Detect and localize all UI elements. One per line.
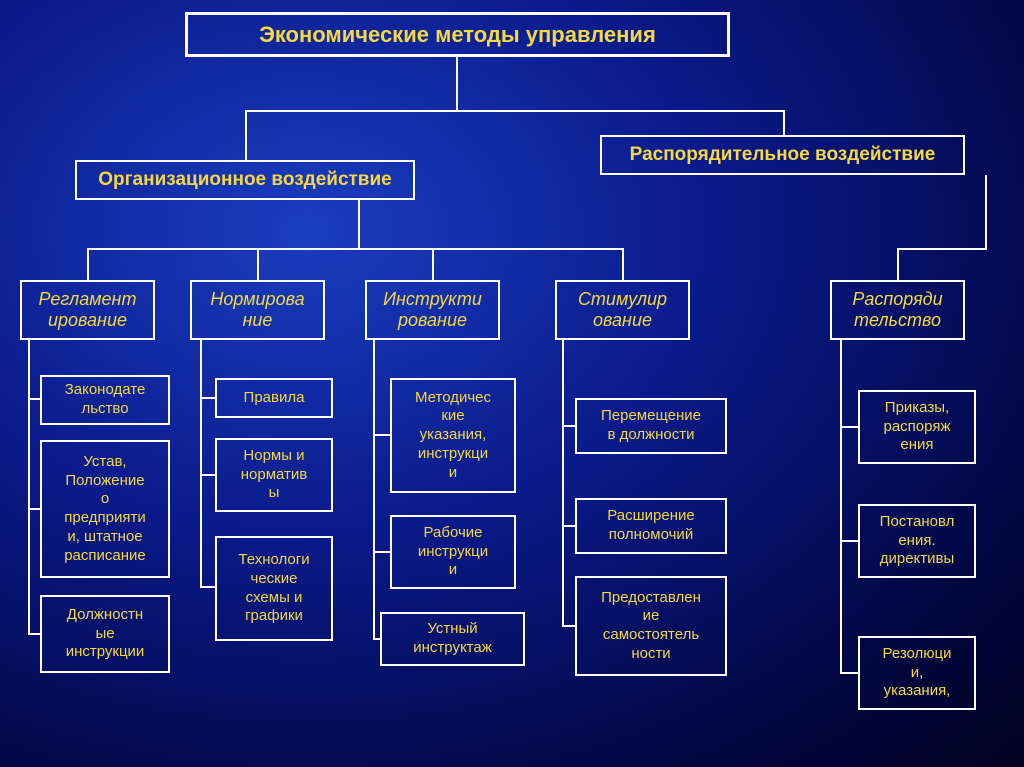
connector [897, 248, 899, 280]
cat-norm: Нормирование [190, 280, 325, 340]
connector [373, 340, 375, 640]
connector [245, 110, 247, 160]
connector [985, 175, 987, 248]
cat-reg: Регламентирование [20, 280, 155, 340]
leaf-stim-2: Предоставлениесамостоятельности [575, 576, 727, 676]
org-box: Организационное воздействие [75, 160, 415, 200]
leaf-norm-1-label: Нормы инормативы [241, 447, 308, 503]
leaf-instr-0: Методическиеуказания,инструкции [390, 378, 516, 493]
title-label: Экономические методы управления [259, 22, 656, 48]
connector [87, 248, 89, 280]
connector [200, 340, 202, 588]
rasp-box: Распорядительное воздействие [600, 135, 965, 175]
connector [783, 110, 785, 135]
leaf-rasptel-0: Приказы,распоряжения [858, 390, 976, 464]
cat-instr-label: Инструктирование [383, 289, 482, 331]
connector [257, 248, 259, 280]
leaf-norm-0: Правила [215, 378, 333, 418]
cat-rasptel-label: Распорядительство [852, 289, 942, 331]
leaf-instr-2: Устныйинструктаж [380, 612, 525, 666]
leaf-reg-0-label: Законодательство [65, 381, 146, 419]
cat-instr: Инструктирование [365, 280, 500, 340]
connector [28, 340, 30, 635]
connector [28, 398, 40, 400]
cat-stim: Стимулирование [555, 280, 690, 340]
leaf-instr-0-label: Методическиеуказания,инструкции [415, 389, 491, 483]
connector [373, 638, 381, 640]
leaf-stim-2-label: Предоставлениесамостоятельности [601, 589, 701, 664]
connector [840, 340, 842, 672]
cat-stim-label: Стимулирование [578, 289, 667, 331]
leaf-stim-1-label: Расширениеполномочий [607, 507, 694, 545]
leaf-stim-0: Перемещениев должности [575, 398, 727, 454]
connector [28, 633, 40, 635]
connector [245, 110, 785, 112]
leaf-rasptel-0-label: Приказы,распоряжения [884, 399, 951, 455]
connector [358, 200, 360, 248]
connector [562, 340, 564, 625]
leaf-reg-1-label: Устав,Положениеопредприятии, штатноерасп… [64, 453, 146, 566]
connector [432, 248, 434, 280]
cat-rasptel: Распорядительство [830, 280, 965, 340]
leaf-rasptel-1: Постановления.директивы [858, 504, 976, 578]
connector [840, 672, 858, 674]
connector [200, 586, 215, 588]
connector [622, 248, 624, 280]
leaf-instr-1: Рабочиеинструкции [390, 515, 516, 589]
connector [373, 434, 390, 436]
leaf-reg-1: Устав,Положениеопредприятии, штатноерасп… [40, 440, 170, 578]
org-label: Организационное воздействие [98, 169, 392, 191]
connector [28, 508, 40, 510]
connector [200, 474, 215, 476]
connector [897, 248, 987, 250]
leaf-rasptel-2-label: Резолюции,указания, [882, 645, 951, 701]
leaf-reg-0: Законодательство [40, 375, 170, 425]
leaf-stim-1: Расширениеполномочий [575, 498, 727, 554]
leaf-reg-2-label: Должностныеинструкции [66, 606, 145, 662]
cat-norm-label: Нормирование [210, 289, 304, 331]
connector [562, 525, 575, 527]
connector [456, 57, 458, 110]
leaf-rasptel-2: Резолюции,указания, [858, 636, 976, 710]
connector [200, 397, 215, 399]
leaf-norm-1: Нормы инормативы [215, 438, 333, 512]
connector [840, 540, 858, 542]
connector [562, 425, 575, 427]
cat-reg-label: Регламентирование [39, 289, 137, 331]
title-box: Экономические методы управления [185, 12, 730, 57]
leaf-norm-0-label: Правила [244, 389, 305, 408]
leaf-rasptel-1-label: Постановления.директивы [880, 513, 955, 569]
leaf-instr-1-label: Рабочиеинструкции [418, 524, 488, 580]
leaf-instr-2-label: Устныйинструктаж [413, 620, 492, 658]
leaf-norm-2-label: Технологическиесхемы играфики [238, 551, 309, 626]
rasp-label: Распорядительное воздействие [630, 144, 936, 166]
connector [562, 625, 575, 627]
leaf-stim-0-label: Перемещениев должности [601, 407, 701, 445]
leaf-norm-2: Технологическиесхемы играфики [215, 536, 333, 641]
leaf-reg-2: Должностныеинструкции [40, 595, 170, 673]
connector [373, 551, 390, 553]
connector [840, 426, 858, 428]
connector [87, 248, 622, 250]
